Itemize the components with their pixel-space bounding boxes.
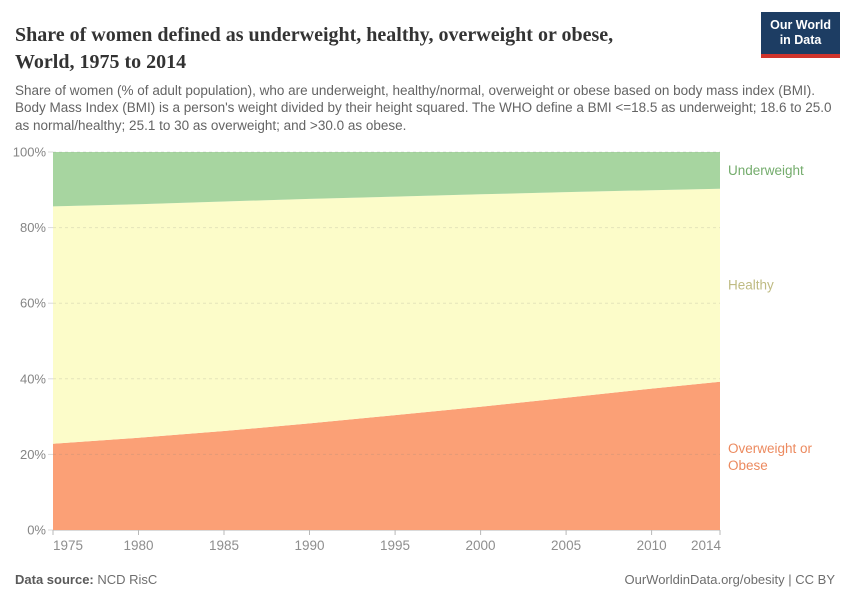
y-axis-label: 100% (13, 145, 47, 160)
title-line-2: World, 1975 to 2014 (15, 50, 187, 73)
series-label-overweight-or-obese: Overweight or Obese (728, 441, 813, 473)
y-axis-label: 0% (27, 523, 46, 538)
title-line-1: Share of women defined as underweight, h… (15, 24, 614, 47)
chart-subtitle: Share of women (% of adult population), … (15, 82, 832, 134)
y-axis-label: 40% (20, 371, 46, 386)
area-underweight[interactable] (53, 152, 720, 207)
y-axis-label: 80% (20, 220, 46, 235)
x-axis-label: 1975 (53, 538, 83, 553)
owid-logo[interactable]: Our World in Data (761, 12, 840, 58)
data-source-value: NCD RisC (97, 572, 158, 587)
x-axis-label: 1990 (295, 538, 325, 553)
stacked-area-chart[interactable]: Overweight or Obese Healthy Underweight 0% 20… (0, 140, 850, 570)
x-axis-label: 1995 (380, 538, 410, 553)
data-source: Data source: NCD RisC (15, 572, 157, 587)
credit-link[interactable]: OurWorldinData.org/obesity | CC BY (624, 572, 836, 587)
series-label-healthy: Healthy (728, 278, 774, 293)
x-axis-label: 2014 (691, 538, 722, 553)
x-axis-label: 1985 (209, 538, 239, 553)
series-label-underweight: Underweight (728, 163, 804, 178)
chart-footer: Data source: NCD RisC OurWorldinData.org… (15, 572, 835, 587)
area-healthy[interactable] (53, 188, 720, 444)
x-axis-label: 2000 (466, 538, 496, 553)
chart-container: Overweight or Obese Healthy Underweight 0% 20… (0, 140, 850, 570)
logo-line-1: Our World (770, 18, 831, 32)
y-axis-label: 60% (20, 296, 46, 311)
page-title: Share of women defined as underweight, h… (15, 22, 613, 75)
data-source-label: Data source: (15, 572, 94, 587)
x-axis-label: 2005 (551, 538, 581, 553)
area-overweight-or-obese[interactable] (53, 381, 720, 530)
x-axis-label: 1980 (123, 538, 153, 553)
y-axis-label: 20% (20, 447, 46, 462)
x-axis-label: 2010 (637, 538, 667, 553)
logo-line-2: in Data (779, 33, 822, 48)
